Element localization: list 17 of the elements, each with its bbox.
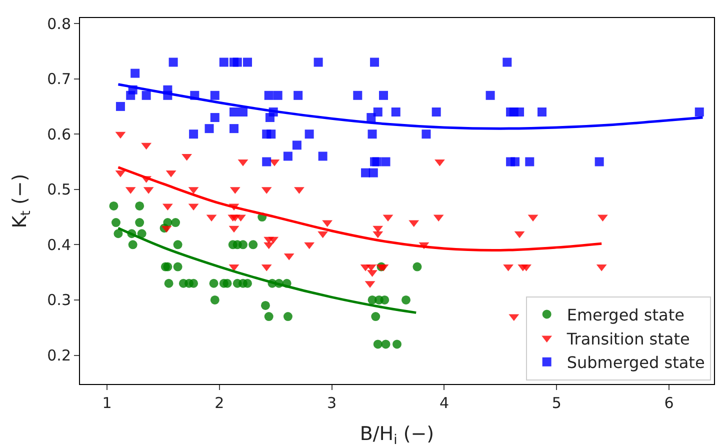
- legend-label: Emerged state: [566, 305, 684, 324]
- y-tick-label: 0.2: [47, 346, 71, 364]
- y-tick-label: 0.7: [47, 70, 71, 88]
- x-axis-title: B/H$_{i}$ (−): [360, 422, 434, 448]
- legend-label: Submerged state: [566, 353, 705, 372]
- y-tick-label: 0.6: [47, 125, 71, 144]
- x-tick-label: 5: [552, 394, 562, 412]
- y-tick-label: 0.3: [47, 291, 71, 310]
- x-tick-label: 1: [102, 394, 112, 412]
- legend-label: Transition state: [566, 329, 690, 348]
- y-tick-label: 0.4: [47, 236, 71, 254]
- x-tick-label: 2: [214, 394, 224, 412]
- x-tick-label: 6: [664, 394, 674, 412]
- x-tick-label: 4: [439, 394, 449, 412]
- y-tick-label: 0.8: [47, 14, 71, 33]
- y-tick-label: 0.5: [47, 180, 71, 199]
- x-tick-label: 3: [327, 394, 337, 412]
